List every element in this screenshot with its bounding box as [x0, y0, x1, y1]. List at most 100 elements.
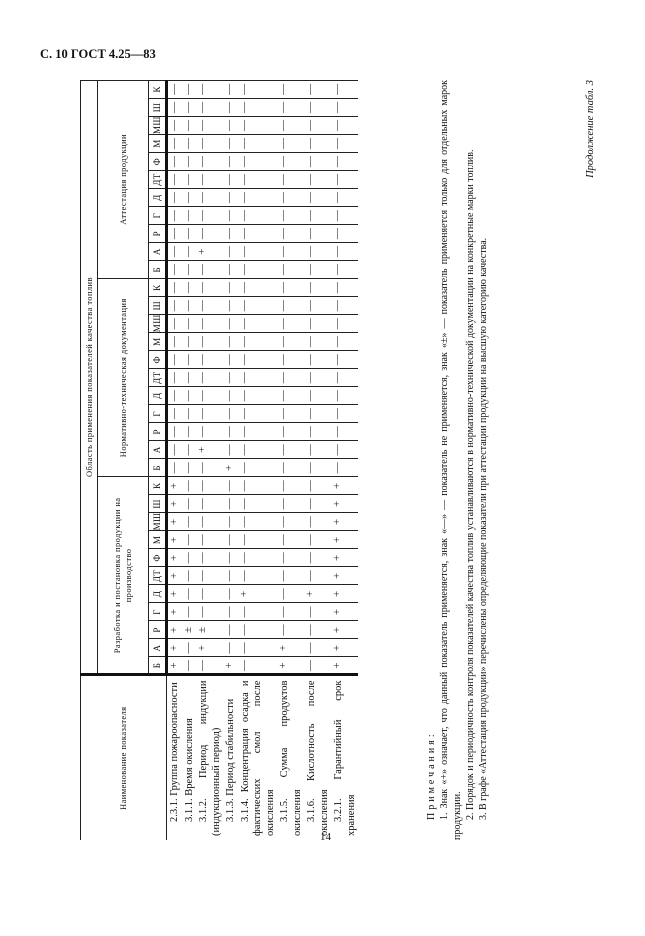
applicability-cell: — [181, 656, 196, 675]
applicability-cell: — [181, 278, 196, 297]
applicability-cell: — [166, 440, 182, 459]
applicability-cell: — [166, 404, 182, 423]
indicator-name-cell: 3.1.1. Время окисления [181, 675, 196, 840]
applicability-cell: — [181, 422, 196, 441]
applicability-cell: — [237, 404, 277, 423]
applicability-cell: — [304, 296, 331, 315]
applicability-cell: + [196, 440, 223, 459]
applicability-cell: — [223, 620, 238, 639]
applicability-cell: — [331, 440, 358, 459]
applicability-cell: + [277, 656, 304, 675]
applicability-cell: — [277, 584, 304, 603]
applicability-cell: — [331, 242, 358, 261]
applicability-cell: — [223, 638, 238, 657]
applicability-cell: — [331, 422, 358, 441]
applicability-cell: — [181, 638, 196, 657]
applicability-cell: — [196, 152, 223, 171]
applicability-cell: — [277, 602, 304, 621]
applicability-cell: + [166, 584, 182, 603]
note-1: 1. Знак «+» означает, что данный показат… [439, 80, 463, 840]
applicability-cell: — [237, 566, 277, 585]
applicability-cell: — [277, 260, 304, 279]
group-header: Нормативно-техническая документация [97, 278, 149, 477]
applicability-cell: — [304, 98, 331, 117]
applicability-cell: — [223, 134, 238, 153]
applicability-cell: — [237, 332, 277, 351]
applicability-cell: — [181, 242, 196, 261]
applicability-cell: — [166, 278, 182, 297]
grade-column-header: Б [148, 656, 167, 675]
applicability-cell: — [304, 134, 331, 153]
applicability-cell: + [166, 620, 182, 639]
rotated-table-block: Наименование показателя Область применен… [80, 80, 610, 840]
applicability-cell: + [331, 530, 358, 549]
applicability-cell: — [223, 350, 238, 369]
indicator-name: 3.1.5. Сумма продуктов окисления [279, 680, 303, 837]
grade-column-header: А [148, 242, 167, 261]
applicability-cell: — [304, 656, 331, 675]
applicability-cell: — [223, 494, 238, 513]
applicability-cell: — [331, 332, 358, 351]
applicability-cell: — [181, 80, 196, 99]
applicability-cell: — [237, 242, 277, 261]
applicability-cell: — [223, 386, 238, 405]
indicator-name-cell: 3.1.4. Концентрация осадка и фактических… [237, 675, 277, 840]
applicability-cell: — [331, 350, 358, 369]
applicability-cell: — [277, 242, 304, 261]
applicability-cell: — [331, 278, 358, 297]
applicability-cell: + [166, 566, 182, 585]
applicability-cell: + [331, 476, 358, 495]
applicability-cell: + [196, 242, 223, 261]
applicability-cell: — [223, 260, 238, 279]
applicability-cell: — [196, 116, 223, 135]
applicability-cell: — [196, 206, 223, 225]
applicability-cell: — [181, 548, 196, 567]
applicability-cell: — [166, 422, 182, 441]
table-continuation-label: Продолжение табл. 3 [585, 80, 596, 178]
indicator-name-cell: 3.1.2. Период индукции (индукционный пер… [196, 675, 223, 840]
applicability-cell: — [277, 314, 304, 333]
applicability-cell: + [166, 530, 182, 549]
applicability-cell: — [166, 224, 182, 243]
applicability-cell: + [331, 620, 358, 639]
grade-column-header: Д [148, 584, 167, 603]
applicability-cell: — [304, 458, 331, 477]
applicability-cell: — [237, 170, 277, 189]
applicability-cell: — [223, 224, 238, 243]
applicability-cell: — [331, 116, 358, 135]
applicability-cell: — [277, 548, 304, 567]
page-header: С. 10 ГОСТ 4.25—83 [40, 47, 156, 61]
applicability-cell: — [166, 134, 182, 153]
applicability-cell: — [304, 530, 331, 549]
applicability-cell: — [277, 188, 304, 207]
applicability-cell: — [237, 206, 277, 225]
applicability-cell: — [223, 476, 238, 495]
applicability-cell: — [196, 314, 223, 333]
applicability-cell: + [166, 638, 182, 657]
applicability-cell: + [237, 584, 277, 603]
applicability-cell: — [304, 404, 331, 423]
applicability-cell: — [181, 512, 196, 531]
applicability-cell: + [331, 512, 358, 531]
applicability-cell: — [237, 296, 277, 315]
applicability-cell: — [196, 296, 223, 315]
grade-column-header: МШ [148, 512, 167, 531]
applicability-cell: — [196, 386, 223, 405]
grade-column-header: Д [148, 386, 167, 405]
applicability-cell: — [181, 350, 196, 369]
applicability-cell: — [237, 422, 277, 441]
applicability-cell: — [223, 152, 238, 171]
applicability-cell: + [331, 584, 358, 603]
applicability-cell: — [304, 548, 331, 567]
applicability-cell: — [237, 458, 277, 477]
applicability-cell: — [277, 206, 304, 225]
applicability-cell: — [304, 350, 331, 369]
applicability-cell: — [223, 602, 238, 621]
applicability-cell: — [237, 278, 277, 297]
applicability-cell: — [331, 260, 358, 279]
applicability-cell: — [304, 494, 331, 513]
applicability-cell: — [181, 494, 196, 513]
applicability-cell: + [166, 494, 182, 513]
applicability-cell: — [196, 530, 223, 549]
applicability-cell: — [277, 620, 304, 639]
